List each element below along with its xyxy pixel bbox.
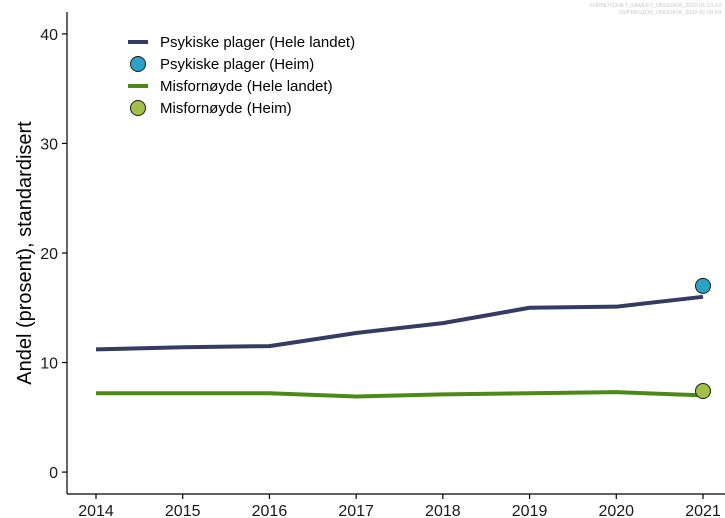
y-tick-label: 0: [49, 465, 58, 482]
x-tick-label: 2021: [685, 503, 721, 518]
series-line-0: [95, 294, 704, 352]
legend-label-3: Misfornøyde (Heim): [160, 100, 292, 117]
x-tick-label: 2015: [165, 503, 201, 518]
legend-key-point-1: [130, 56, 146, 72]
watermark-line-2: DEPRESJON_UNGDATA_2022-02-08-09-: [619, 10, 723, 16]
y-axis-title: Andel (prosent), standardisert: [14, 121, 36, 385]
series-point-3: [695, 383, 711, 400]
x-tick-label: 2017: [338, 503, 374, 518]
x-tick-label: 2020: [598, 503, 634, 518]
legend-label-1: Psykiske plager (Heim): [160, 56, 314, 73]
legend-label-0: Psykiske plager (Hele landet): [160, 34, 355, 51]
y-tick-label: 10: [40, 356, 58, 373]
x-tick-label: 2019: [512, 503, 548, 518]
watermark-line-1: FORNOYDHET_SAMLET_UNGDATA_2022-01-19-12-: [589, 3, 723, 9]
x-tick-label: 2016: [252, 503, 288, 518]
series-point-1: [695, 277, 711, 294]
series-line-2: [96, 390, 704, 399]
plot-area: [95, 277, 711, 400]
legend: Psykiske plager (Hele landet) Psykiske pl…: [128, 34, 355, 117]
legend-key-point-3: [130, 100, 146, 116]
legend-label-2: Misfornøyde (Hele landet): [160, 78, 333, 95]
y-tick-label: 20: [40, 246, 58, 263]
x-tick-label: 2014: [78, 503, 114, 518]
y-tick-label: 40: [40, 27, 58, 44]
axes: 0 10 20 30 40 2014 2015 2016 2017 2018 2019 2020 202…: [40, 12, 725, 518]
x-tick-label: 2018: [425, 503, 461, 518]
y-tick-label: 30: [40, 136, 58, 153]
watermark: FORNOYDHET_SAMLET_UNGDATA_2022-01-19-12-…: [589, 3, 723, 17]
